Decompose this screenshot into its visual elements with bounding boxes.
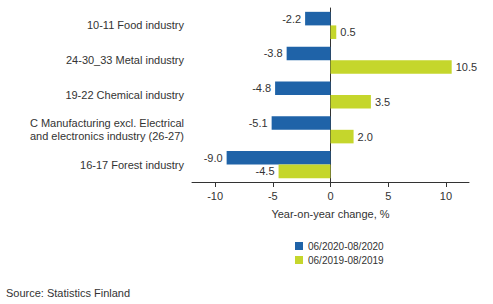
svg-text:0.5: 0.5 — [340, 26, 355, 38]
svg-text:24-30_33 Metal industry: 24-30_33 Metal industry — [66, 54, 185, 66]
svg-text:2.0: 2.0 — [358, 131, 373, 143]
svg-text:-4.5: -4.5 — [256, 165, 275, 177]
svg-text:0: 0 — [327, 190, 333, 202]
svg-text:-4.8: -4.8 — [252, 82, 271, 94]
svg-text:-3.8: -3.8 — [264, 47, 283, 59]
svg-text:16-17 Forest industry: 16-17 Forest industry — [80, 159, 184, 171]
svg-text:19-22 Chemical industry: 19-22 Chemical industry — [65, 89, 184, 101]
svg-text:C Manufacturing excl. Electric: C Manufacturing excl. Electrical — [30, 117, 184, 129]
svg-text:10.5: 10.5 — [456, 61, 477, 73]
svg-text:Year-on-year change, %: Year-on-year change, % — [271, 208, 389, 220]
svg-text:06/2019-08/2019: 06/2019-08/2019 — [308, 255, 384, 266]
svg-text:-5.1: -5.1 — [249, 117, 268, 129]
svg-text:10-11 Food industry: 10-11 Food industry — [87, 19, 185, 31]
svg-text:-9.0: -9.0 — [204, 152, 223, 164]
svg-text:10: 10 — [440, 190, 452, 202]
svg-text:06/2020-08/2020: 06/2020-08/2020 — [308, 241, 384, 252]
svg-text:-10: -10 — [207, 190, 223, 202]
svg-text:Source: Statistics Finland: Source: Statistics Finland — [6, 287, 130, 299]
svg-text:-5: -5 — [268, 190, 278, 202]
svg-text:-2.2: -2.2 — [282, 13, 301, 25]
svg-text:and electronics industry (26-2: and electronics industry (26-27) — [30, 130, 184, 142]
svg-text:5: 5 — [385, 190, 391, 202]
svg-text:3.5: 3.5 — [375, 96, 390, 108]
